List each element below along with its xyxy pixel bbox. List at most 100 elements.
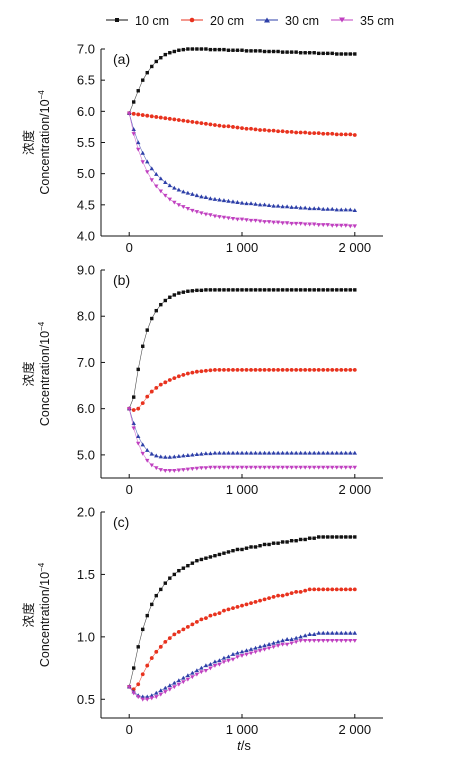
- data-point: [262, 220, 267, 224]
- data-point: [343, 638, 348, 643]
- data-point: [267, 49, 271, 54]
- data-point: [335, 52, 339, 56]
- data-point: [316, 131, 321, 136]
- data-point: [312, 367, 317, 372]
- data-point: [262, 597, 267, 602]
- series-line: [129, 112, 355, 136]
- data-point: [226, 216, 231, 221]
- data-point: [149, 696, 154, 701]
- data-point: [248, 218, 254, 223]
- data-point: [127, 407, 132, 411]
- data-point: [199, 670, 204, 675]
- data-point: [330, 223, 335, 228]
- data-point: [212, 659, 218, 664]
- series-20cm: [127, 367, 357, 412]
- data-point: [321, 223, 326, 228]
- data-point: [131, 691, 136, 696]
- data-point: [163, 298, 167, 303]
- data-point: [312, 288, 316, 292]
- data-point: [149, 114, 154, 119]
- data-point: [235, 288, 240, 292]
- data-point: [235, 200, 240, 204]
- data-point: [339, 207, 344, 212]
- data-point: [348, 288, 352, 292]
- panel-label: (b): [113, 272, 130, 288]
- data-point: [294, 367, 299, 372]
- data-point: [204, 556, 208, 560]
- data-point: [177, 291, 181, 295]
- data-point: [330, 450, 335, 455]
- data-point: [136, 434, 141, 438]
- data-point: [199, 617, 204, 622]
- data-point: [289, 641, 294, 646]
- x-tick-label: 0: [126, 722, 133, 737]
- data-point: [208, 666, 213, 671]
- data-point: [271, 367, 276, 372]
- data-point: [258, 128, 262, 132]
- data-point: [280, 540, 285, 544]
- data-point: [239, 200, 245, 205]
- data-point: [249, 288, 253, 292]
- x-tick-label: 2 000: [339, 482, 372, 497]
- data-point: [154, 649, 159, 654]
- y-axis-label-text: Concentration/10: [38, 99, 52, 194]
- data-point: [136, 367, 140, 372]
- data-point: [181, 373, 186, 377]
- data-point: [168, 51, 172, 55]
- data-point: [275, 203, 281, 208]
- data-point: [275, 450, 281, 455]
- data-point: [344, 535, 348, 539]
- data-point: [136, 441, 141, 446]
- data-point: [221, 465, 227, 470]
- series-line: [128, 408, 355, 471]
- data-point: [217, 197, 222, 202]
- data-point: [235, 125, 240, 130]
- data-point: [248, 450, 254, 455]
- data-point: [167, 469, 173, 473]
- data-point: [353, 535, 357, 539]
- data-point: [158, 115, 163, 120]
- data-point: [181, 47, 186, 52]
- data-point: [172, 200, 177, 205]
- data-point: [176, 203, 182, 208]
- data-point: [194, 672, 200, 677]
- data-point: [311, 206, 317, 211]
- data-point: [343, 630, 348, 635]
- data-point: [253, 127, 258, 132]
- data-point: [195, 288, 199, 293]
- data-point: [334, 465, 339, 470]
- data-point: [217, 123, 222, 128]
- data-point: [285, 592, 290, 597]
- data-point: [253, 650, 258, 655]
- data-point: [185, 119, 190, 124]
- data-point: [321, 206, 326, 211]
- data-point: [149, 451, 154, 456]
- data-point: [325, 630, 330, 635]
- data-point: [222, 47, 226, 52]
- data-point: [217, 47, 222, 52]
- data-point: [276, 541, 280, 545]
- data-point: [266, 646, 272, 651]
- data-point: [226, 550, 231, 554]
- data-point: [208, 196, 213, 201]
- data-point: [258, 598, 262, 603]
- data-point: [204, 368, 208, 373]
- data-point: [140, 113, 145, 117]
- data-point: [339, 288, 343, 292]
- data-point: [204, 616, 208, 621]
- data-point: [248, 201, 254, 206]
- data-point: [289, 367, 294, 372]
- data-point: [131, 408, 136, 412]
- data-point: [280, 204, 285, 209]
- data-point: [302, 222, 308, 227]
- y-tick-label: 1.0: [77, 629, 95, 644]
- data-point: [298, 221, 303, 226]
- data-point: [204, 47, 208, 51]
- data-point: [244, 218, 249, 223]
- data-point: [221, 198, 227, 203]
- data-point: [131, 426, 136, 431]
- data-point: [204, 288, 208, 292]
- data-point: [280, 367, 285, 372]
- panel-c: 0.5 1.0 1.5 2.0 0 1 000 2 000 (c) 浓度 Concentratio…: [21, 505, 383, 737]
- data-point: [334, 630, 339, 635]
